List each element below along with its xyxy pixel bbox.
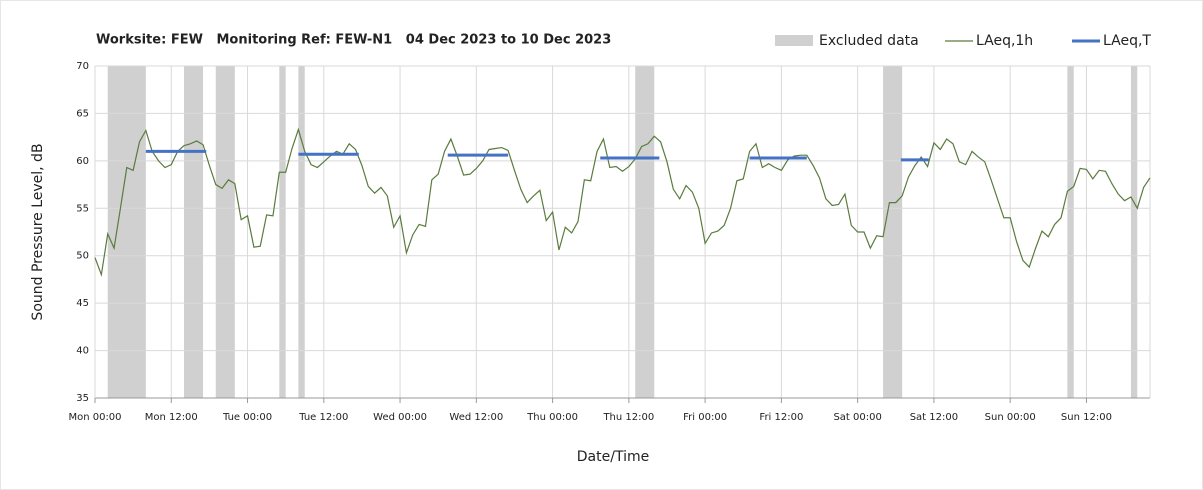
x-axis-label: Date/Time (577, 449, 649, 465)
y-tick-label: 55 (76, 203, 89, 214)
x-tick-label: Fri 12:00 (759, 412, 803, 423)
excluded-range (298, 66, 305, 398)
y-axis-label: Sound Pressure Level, dB (30, 143, 46, 320)
y-tick-label: 65 (76, 108, 89, 119)
x-tick-label: Fri 00:00 (683, 412, 727, 423)
legend-label: Excluded data (819, 33, 919, 49)
x-tick-label: Thu 12:00 (602, 412, 654, 423)
x-tick-label: Sun 00:00 (985, 412, 1036, 423)
excluded-range (635, 66, 655, 398)
x-tick-label: Tue 00:00 (222, 412, 272, 423)
y-tick-label: 70 (76, 61, 89, 72)
x-tick-label: Tue 12:00 (298, 412, 348, 423)
excluded-range (215, 66, 235, 398)
x-tick-label: Sun 12:00 (1061, 412, 1112, 423)
x-tick-label: Thu 00:00 (526, 412, 578, 423)
excluded-range (107, 66, 146, 398)
x-tick-label: Wed 00:00 (373, 412, 427, 423)
excluded-range (183, 66, 204, 398)
legend-swatch (775, 35, 813, 46)
x-tick-label: Sat 12:00 (910, 412, 958, 423)
y-tick-label: 40 (76, 346, 89, 357)
y-tick-label: 60 (76, 156, 89, 167)
excluded-range (1067, 66, 1074, 398)
excluded-range (1130, 66, 1138, 398)
y-tick-label: 50 (76, 251, 89, 262)
legend-label: LAeq,T (1103, 33, 1151, 49)
excluded-range (883, 66, 903, 398)
y-tick-label: 45 (76, 298, 89, 309)
legend-label: LAeq,1h (976, 33, 1033, 49)
excluded-range (279, 66, 286, 398)
x-tick-label: Mon 00:00 (68, 412, 121, 423)
x-tick-label: Sat 00:00 (833, 412, 881, 423)
x-tick-label: Mon 12:00 (145, 412, 198, 423)
laeq-1h-line (94, 127, 1151, 278)
y-tick-label: 35 (76, 393, 89, 404)
chart-title: Worksite: FEW Monitoring Ref: FEW-N1 04 … (96, 33, 611, 48)
x-tick-label: Wed 12:00 (449, 412, 503, 423)
